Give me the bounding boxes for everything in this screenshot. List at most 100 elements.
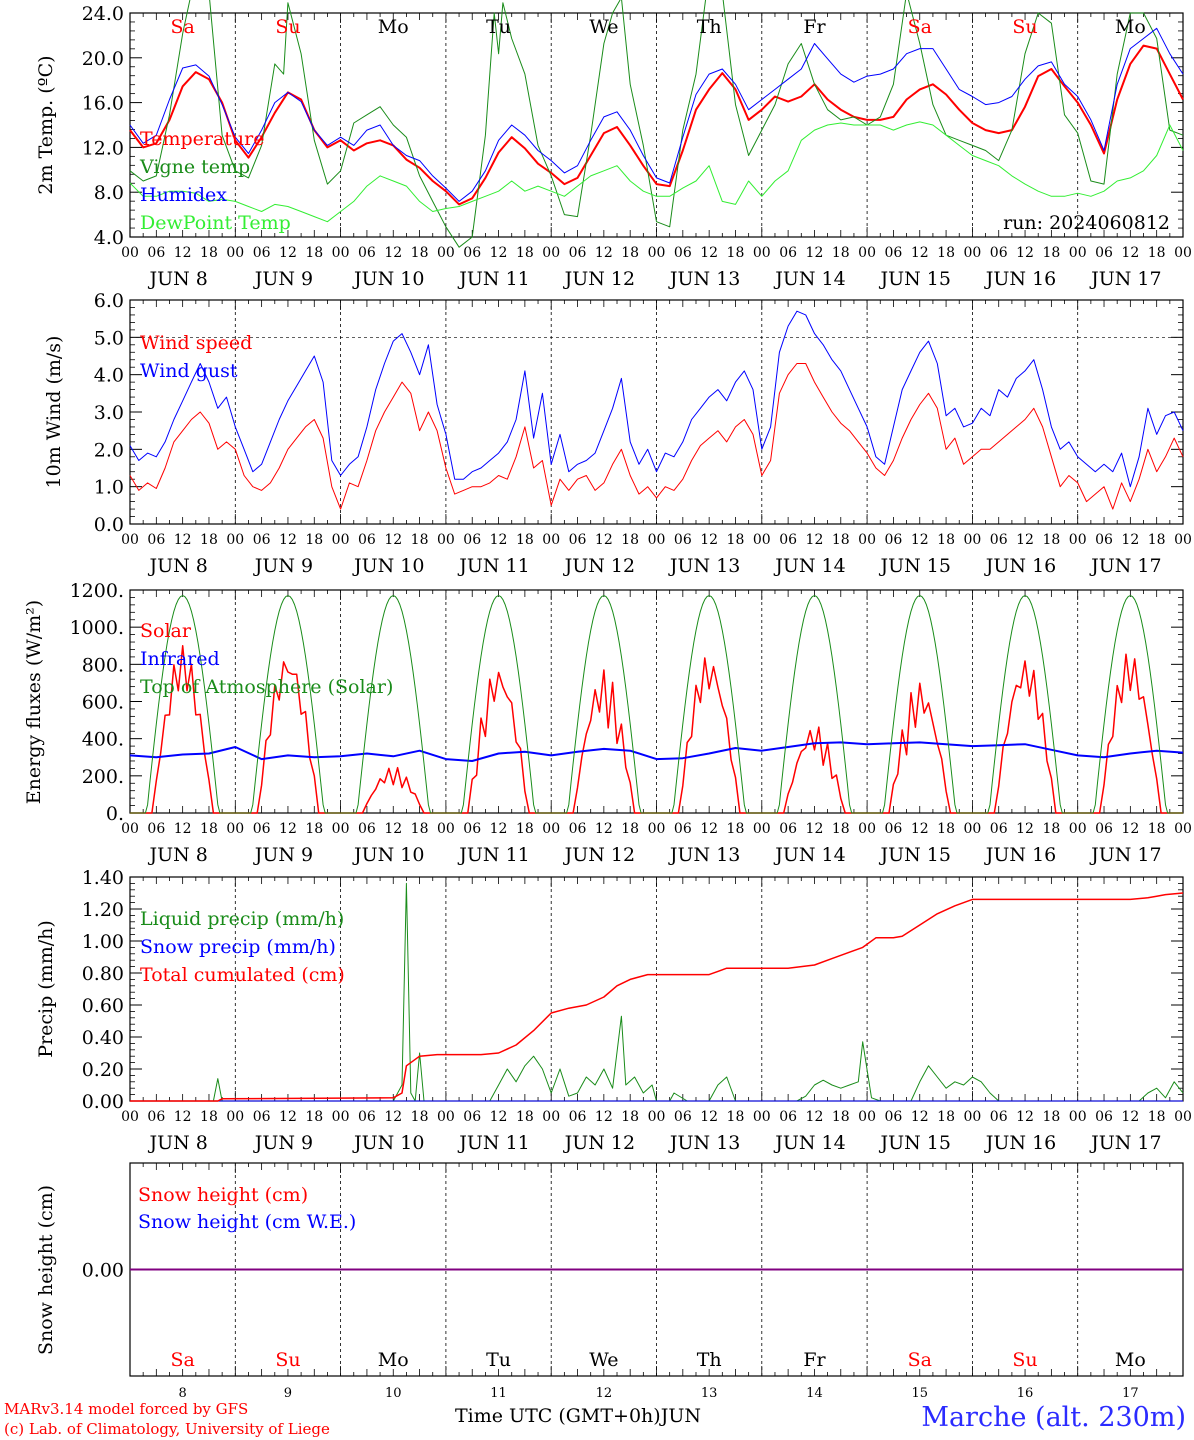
legend-entry: Snow height (cm W.E.) [138, 1211, 356, 1233]
legend-entry: Humidex [140, 184, 227, 206]
hour-label: 06 [463, 1109, 481, 1125]
hour-label: 18 [832, 821, 850, 837]
hour-label: 06 [674, 245, 692, 261]
hour-label: 18 [937, 532, 955, 548]
hour-label: 18 [1148, 821, 1166, 837]
hour-label: 00 [963, 532, 981, 548]
hour-label: 18 [411, 821, 429, 837]
hour-label: 12 [806, 1109, 824, 1125]
y-tick-label: 1.20 [82, 899, 124, 921]
day-abbr: Fr [803, 16, 826, 38]
hour-label: 12 [911, 1109, 929, 1125]
date-label: JUN 16 [984, 555, 1056, 577]
hour-label: 12 [595, 532, 613, 548]
y-tick-label: 0.20 [82, 1059, 124, 1081]
day-number: 12 [596, 1386, 613, 1401]
hour-label: 18 [305, 821, 323, 837]
y-tick-label: 0.0 [94, 514, 124, 536]
hour-label: 00 [1069, 532, 1087, 548]
hour-label: 12 [911, 245, 929, 261]
model-credit: MARv3.14 model forced by GFS [4, 1400, 249, 1418]
date-label: JUN 11 [457, 268, 529, 290]
hour-label: 12 [490, 821, 508, 837]
hour-label: 00 [121, 245, 139, 261]
y-tick-label: 0. [106, 803, 124, 825]
hour-label: 00 [121, 532, 139, 548]
hour-label: 12 [700, 1109, 718, 1125]
legend-entry: Total cumulated (cm) [140, 964, 345, 986]
hour-label: 00 [858, 245, 876, 261]
hour-label: 00 [332, 245, 350, 261]
legend-entry: Temperature [140, 128, 264, 150]
panel-5: 0.00 Snow height (cm) Snow height (cm) Snow… [35, 1162, 1184, 1401]
day-abbr: Su [275, 16, 300, 38]
hour-label: 06 [358, 1109, 376, 1125]
y-axis-title: 2m Temp. (ºC) [35, 55, 57, 194]
date-label: JUN 12 [563, 268, 635, 290]
hour-label: 18 [621, 821, 639, 837]
hour-label: 06 [253, 245, 271, 261]
legend-entry: Liquid precip (mm/h) [140, 908, 344, 930]
y-tick-label: 1000. [70, 617, 124, 639]
day-abbr: Th [697, 16, 722, 38]
hour-label: 00 [1174, 245, 1192, 261]
legend-entry: Solar [140, 620, 192, 642]
hour-label: 18 [621, 245, 639, 261]
hour-label: 06 [147, 532, 165, 548]
legend-entry: Snow precip (mm/h) [140, 936, 336, 958]
hour-label: 00 [1174, 532, 1192, 548]
hour-label: 18 [411, 532, 429, 548]
hour-label: 12 [1016, 1109, 1034, 1125]
y-tick-label: 5.0 [94, 327, 124, 349]
hour-label: 18 [937, 1109, 955, 1125]
y-tick-label: 24.0 [82, 3, 124, 25]
hour-label: 12 [1121, 532, 1139, 548]
date-label: JUN 15 [879, 1132, 951, 1154]
legend-entry: Vigne temp [139, 156, 250, 178]
hour-label: 00 [437, 821, 455, 837]
date-label: JUN 12 [563, 555, 635, 577]
y-tick-label: 2.0 [94, 439, 124, 461]
hour-label: 00 [542, 1109, 560, 1125]
hour-label: 06 [463, 245, 481, 261]
hour-label: 06 [147, 1109, 165, 1125]
date-label: JUN 9 [253, 555, 313, 577]
hour-label: 06 [885, 1109, 903, 1125]
hour-label: 18 [727, 1109, 745, 1125]
y-tick-label: 600. [82, 692, 124, 714]
hour-label: 18 [832, 532, 850, 548]
hour-label: 18 [516, 1109, 534, 1125]
y-tick-label: 1200. [70, 580, 124, 602]
day-abbr: Sa [908, 16, 932, 38]
y-tick-label: 6.0 [94, 290, 124, 312]
series-line-top-of-atmosphere-solar- [130, 595, 1183, 814]
hour-label: 00 [963, 245, 981, 261]
day-abbr: Sa [170, 1349, 194, 1371]
hour-label: 00 [648, 1109, 666, 1125]
panel-2: 0.0 1.0 2.0 3.0 4.0 5.0 6.0 10m Wind (m/s) Wind … [43, 290, 1192, 577]
hour-label: 06 [779, 1109, 797, 1125]
hour-label: 00 [226, 821, 244, 837]
hour-label: 00 [753, 1109, 771, 1125]
hour-label: 00 [332, 1109, 350, 1125]
hour-label: 00 [226, 245, 244, 261]
time-axis-label: Time UTC (GMT+0h) [455, 1405, 661, 1427]
hour-label: 06 [885, 245, 903, 261]
day-abbr: Mo [1115, 1349, 1146, 1371]
hour-label: 12 [384, 1109, 402, 1125]
day-number: 17 [1122, 1386, 1139, 1401]
hour-label: 12 [700, 245, 718, 261]
hour-label: 18 [305, 532, 323, 548]
hour-label: 06 [990, 821, 1008, 837]
hour-label: 12 [595, 821, 613, 837]
hour-label: 18 [516, 821, 534, 837]
date-label: JUN 13 [668, 268, 740, 290]
hour-label: 12 [1016, 532, 1034, 548]
hour-label: 12 [911, 532, 929, 548]
hour-label: 18 [937, 821, 955, 837]
hour-label: 00 [437, 1109, 455, 1125]
hour-label: 06 [463, 821, 481, 837]
hour-label: 00 [542, 245, 560, 261]
day-abbr: Mo [378, 16, 409, 38]
series-line-dewpoint-temp [129, 121, 1184, 223]
